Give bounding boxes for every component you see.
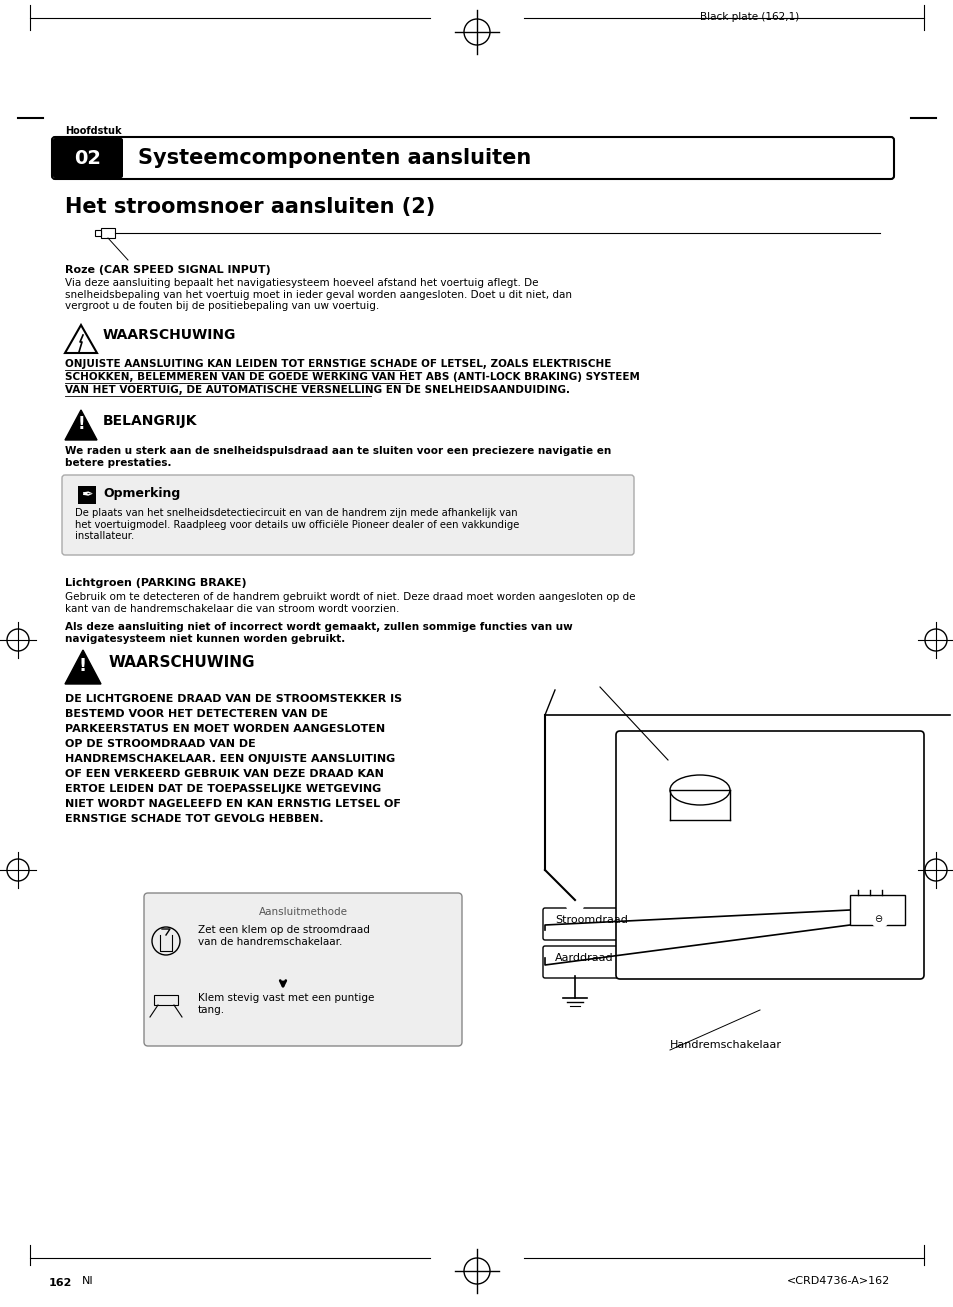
- Text: Het stroomsnoer aansluiten (2): Het stroomsnoer aansluiten (2): [65, 197, 435, 217]
- Bar: [849, 895, 904, 925]
- Text: <CRD4736-A>162: <CRD4736-A>162: [786, 1276, 889, 1286]
- FancyBboxPatch shape: [144, 893, 461, 1046]
- Text: Black plate (162,1): Black plate (162,1): [700, 12, 799, 22]
- Text: OF EEN VERKEERD GEBRUIK VAN DEZE DRAAD KAN: OF EEN VERKEERD GEBRUIK VAN DEZE DRAAD K…: [65, 769, 383, 779]
- Text: Zet een klem op de stroomdraad
van de handremschakelaar.: Zet een klem op de stroomdraad van de ha…: [198, 925, 370, 946]
- Text: WAARSCHUWING: WAARSCHUWING: [109, 655, 255, 670]
- Text: PARKEERSTATUS EN MOET WORDEN AANGESLOTEN: PARKEERSTATUS EN MOET WORDEN AANGESLOTEN: [65, 724, 385, 735]
- Polygon shape: [65, 650, 101, 684]
- Text: 02: 02: [74, 149, 101, 167]
- FancyBboxPatch shape: [52, 137, 893, 179]
- Text: Gebruik om te detecteren of de handrem gebruikt wordt of niet. Deze draad moet w: Gebruik om te detecteren of de handrem g…: [65, 592, 635, 613]
- Circle shape: [709, 830, 789, 910]
- Text: ERNSTIGE SCHADE TOT GEVOLG HEBBEN.: ERNSTIGE SCHADE TOT GEVOLG HEBBEN.: [65, 814, 323, 823]
- Text: WAARSCHUWING: WAARSCHUWING: [103, 328, 236, 342]
- Text: Opmerking: Opmerking: [103, 488, 180, 501]
- Text: BELANGRIJK: BELANGRIJK: [103, 414, 197, 427]
- Text: BESTEMD VOOR HET DETECTEREN VAN DE: BESTEMD VOOR HET DETECTEREN VAN DE: [65, 708, 328, 719]
- Circle shape: [871, 912, 887, 928]
- Text: !: !: [79, 657, 87, 674]
- Text: Stroomdraad: Stroomdraad: [555, 915, 627, 925]
- Text: !: !: [77, 416, 85, 433]
- Text: ✒: ✒: [81, 488, 92, 502]
- Text: De plaats van het snelheidsdetectiecircuit en van de handrem zijn mede afhankeli: De plaats van het snelheidsdetectiecircu…: [75, 508, 518, 541]
- Text: NI: NI: [82, 1276, 93, 1286]
- Bar: [101, 227, 115, 238]
- FancyBboxPatch shape: [53, 139, 123, 178]
- Circle shape: [724, 846, 774, 895]
- FancyBboxPatch shape: [542, 908, 746, 940]
- Text: Roze (CAR SPEED SIGNAL INPUT): Roze (CAR SPEED SIGNAL INPUT): [65, 265, 271, 274]
- Text: 162: 162: [49, 1278, 71, 1287]
- FancyBboxPatch shape: [62, 474, 634, 555]
- Bar: [153, 995, 178, 1005]
- Polygon shape: [65, 410, 97, 440]
- Text: Lichtgroen (PARKING BRAKE): Lichtgroen (PARKING BRAKE): [65, 578, 247, 588]
- Text: Als deze aansluiting niet of incorrect wordt gemaakt, zullen sommige functies va: Als deze aansluiting niet of incorrect w…: [65, 622, 572, 643]
- Text: We raden u sterk aan de snelheidspulsdraad aan te sluiten voor een preciezere na: We raden u sterk aan de snelheidspulsdra…: [65, 446, 611, 468]
- Text: SCHOKKEN, BELEMMEREN VAN DE GOEDE WERKING VAN HET ABS (ANTI-LOCK BRAKING) SYSTEE: SCHOKKEN, BELEMMEREN VAN DE GOEDE WERKIN…: [65, 372, 639, 382]
- Text: NIET WORDT NAGELEEFD EN KAN ERNSTIG LETSEL OF: NIET WORDT NAGELEEFD EN KAN ERNSTIG LETS…: [65, 799, 400, 809]
- Text: Aansluitmethode: Aansluitmethode: [258, 907, 347, 918]
- Text: DE LICHTGROENE DRAAD VAN DE STROOMSTEKKER IS: DE LICHTGROENE DRAAD VAN DE STROOMSTEKKE…: [65, 694, 402, 704]
- Circle shape: [46, 1269, 74, 1297]
- Text: Klem stevig vast met een puntige
tang.: Klem stevig vast met een puntige tang.: [198, 993, 374, 1014]
- Text: OP DE STROOMDRAAD VAN DE: OP DE STROOMDRAAD VAN DE: [65, 738, 255, 749]
- Text: VAN HET VOERTUIG, DE AUTOMATISCHE VERSNELLING EN DE SNELHEIDSAANDUIDING.: VAN HET VOERTUIG, DE AUTOMATISCHE VERSNE…: [65, 386, 569, 395]
- Circle shape: [566, 897, 582, 914]
- Text: ERTOE LEIDEN DAT DE TOEPASSELIJKE WETGEVING: ERTOE LEIDEN DAT DE TOEPASSELIJKE WETGEV…: [65, 784, 381, 793]
- Bar: [78, 486, 96, 505]
- Text: Aarddraad: Aarddraad: [555, 953, 613, 963]
- Text: Systeemcomponenten aansluiten: Systeemcomponenten aansluiten: [138, 148, 531, 169]
- FancyBboxPatch shape: [542, 946, 746, 978]
- Bar: [95, 230, 101, 237]
- Text: HANDREMSCHAKELAAR. EEN ONJUISTE AANSLUITING: HANDREMSCHAKELAAR. EEN ONJUISTE AANSLUIT…: [65, 754, 395, 765]
- Text: ⊖: ⊖: [873, 914, 882, 924]
- Text: Hoofdstuk: Hoofdstuk: [65, 125, 121, 136]
- FancyBboxPatch shape: [616, 731, 923, 979]
- Text: Via deze aansluiting bepaalt het navigatiesysteem hoeveel afstand het voertuig a: Via deze aansluiting bepaalt het navigat…: [65, 278, 572, 311]
- Text: ONJUISTE AANSLUITING KAN LEIDEN TOT ERNSTIGE SCHADE OF LETSEL, ZOALS ELEKTRISCHE: ONJUISTE AANSLUITING KAN LEIDEN TOT ERNS…: [65, 359, 611, 369]
- Text: Handremschakelaar: Handremschakelaar: [669, 1040, 781, 1050]
